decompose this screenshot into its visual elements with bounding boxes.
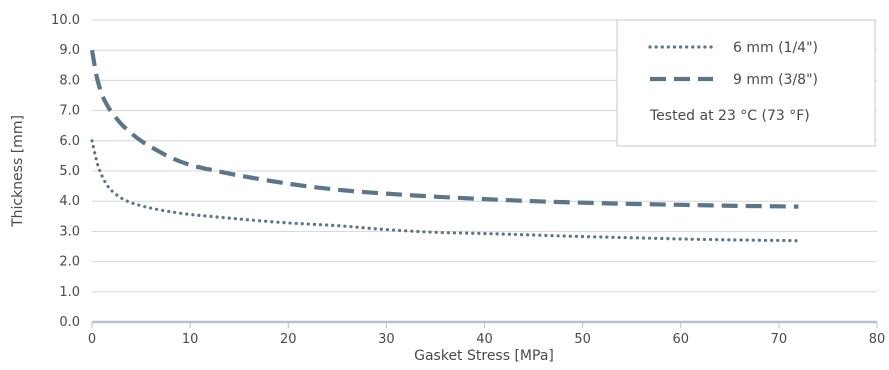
x-tick-label: 40 [476, 332, 493, 347]
x-tick-label: 70 [771, 332, 788, 347]
series-line-6mm [90, 139, 801, 243]
legend-label-6mm: 6 mm (1/4") [733, 40, 818, 56]
data-series [89, 49, 801, 243]
x-tick-label: 10 [182, 332, 199, 347]
y-tick-label: 9.0 [59, 43, 80, 58]
y-tick-label: 1.0 [59, 285, 80, 300]
y-tick-label: 4.0 [59, 194, 80, 209]
y-tick-label: 7.0 [59, 104, 80, 119]
x-tick-label: 30 [378, 332, 395, 347]
y-tick-label: 5.0 [59, 164, 80, 179]
legend: 6 mm (1/4") 9 mm (3/8") Tested at 23 °C … [616, 19, 876, 147]
y-tick-label: 8.0 [59, 73, 80, 88]
y-tick-label: 0.0 [59, 315, 80, 330]
legend-box [616, 19, 876, 147]
series-line-9mm [89, 49, 799, 209]
y-axis-title: Thickness [mm] [10, 115, 26, 228]
legend-label-9mm: 9 mm (3/8") [733, 72, 818, 88]
y-tick-label: 3.0 [59, 224, 80, 239]
axes: 0.0 1.0 2.0 3.0 4.0 5.0 6.0 7.0 8.0 9.0 10.0 0 10 20 3… [51, 13, 885, 347]
x-tick-label: 60 [672, 332, 689, 347]
x-tick-label: 20 [280, 332, 297, 347]
y-tick-label: 10.0 [51, 13, 80, 28]
legend-note: Tested at 23 °C (73 °F) [649, 108, 810, 124]
x-tick-label: 50 [574, 332, 591, 347]
y-tick-label: 6.0 [59, 134, 80, 149]
x-tick-label: 80 [869, 332, 886, 347]
x-axis-title: Gasket Stress [MPa] [414, 348, 554, 364]
x-tick-label: 0 [88, 332, 96, 347]
y-tick-label: 2.0 [59, 255, 80, 270]
